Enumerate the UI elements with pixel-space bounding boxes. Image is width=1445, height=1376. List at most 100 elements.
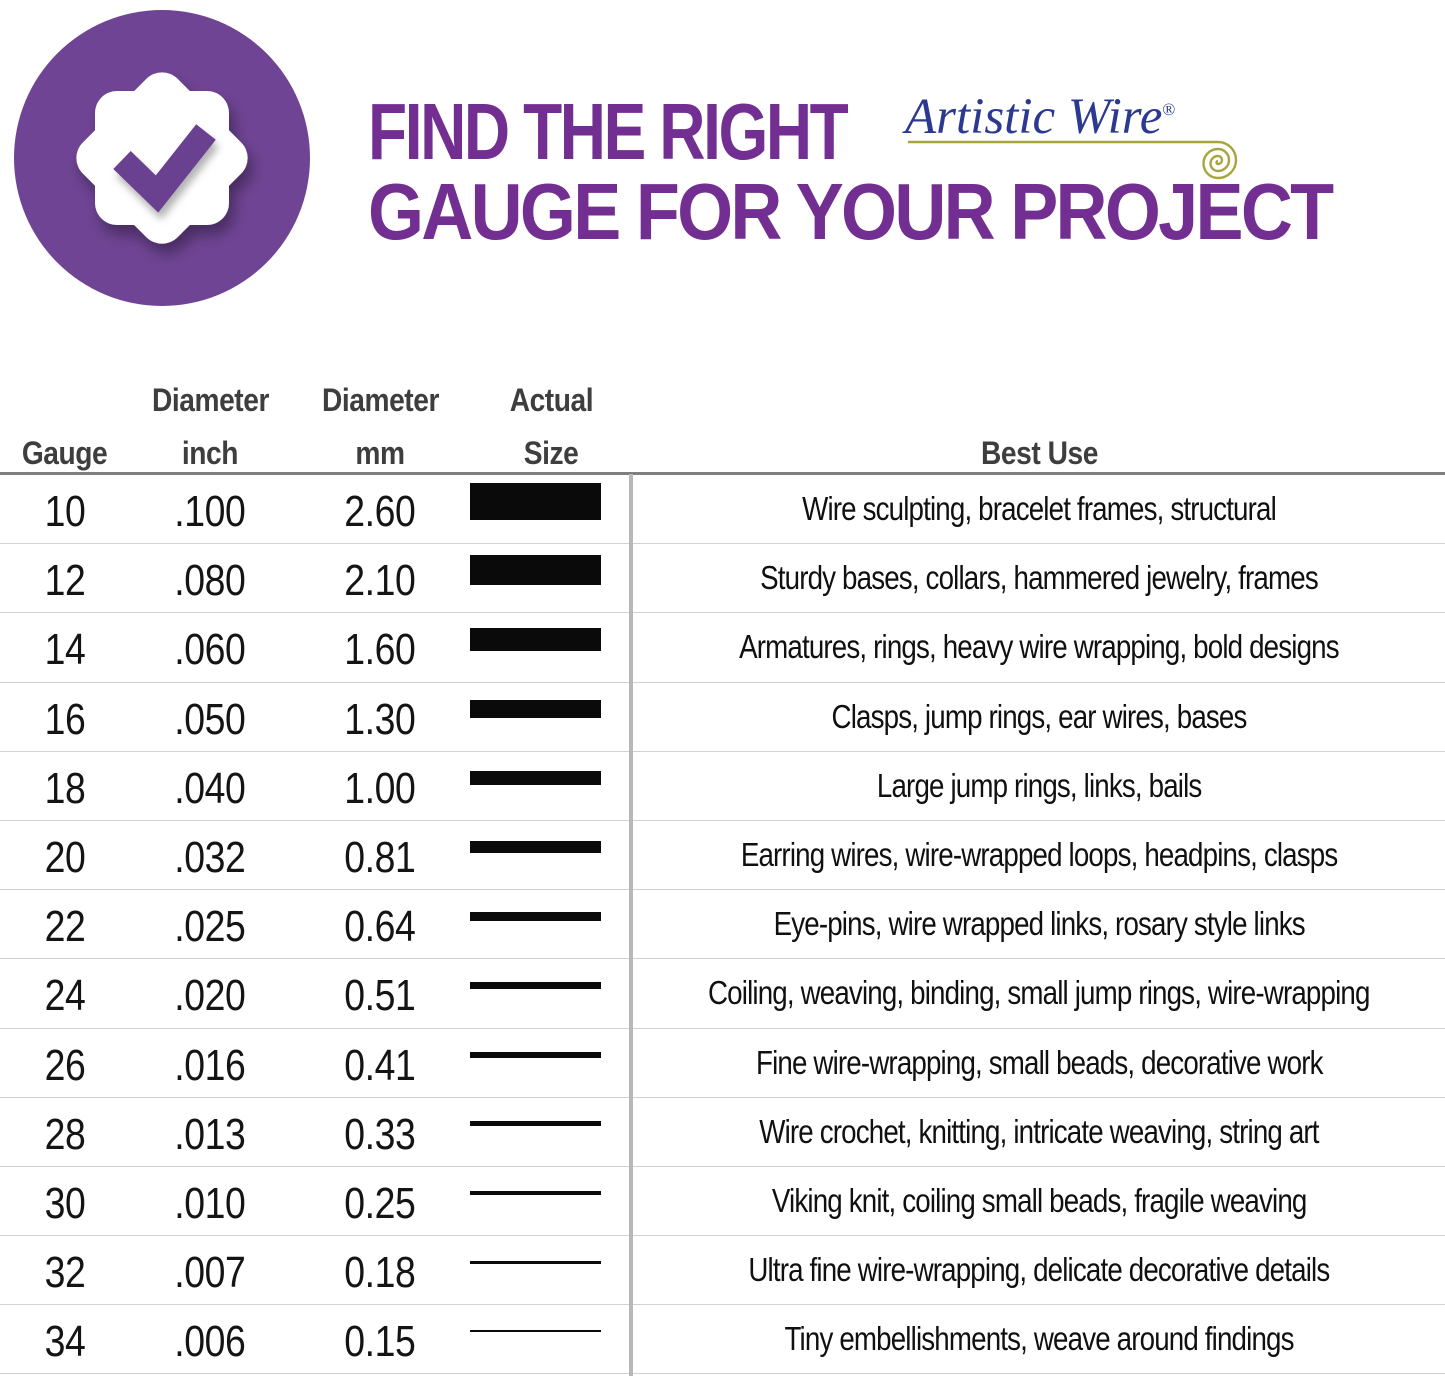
- diameter-mm-cell: 0.25: [290, 1167, 470, 1235]
- diameter-inch-cell: .025: [130, 890, 290, 958]
- best-use-cell: Ultra fine wire-wrapping, delicate decor…: [633, 1236, 1445, 1304]
- best-use-cell: Coiling, weaving, binding, small jump ri…: [633, 959, 1445, 1027]
- best-use-text: Fine wire-wrapping, small beads, decorat…: [755, 1043, 1324, 1081]
- actual-size-cell: [470, 821, 633, 889]
- gauge-value: 32: [44, 1248, 86, 1298]
- gauge-cell: 18: [0, 752, 130, 820]
- gauge-table: Diameter Diameter Actual Gauge inch mm S…: [0, 355, 1445, 1376]
- diameter-inch-cell: .013: [130, 1098, 290, 1166]
- diameter-inch-cell: .006: [130, 1305, 290, 1373]
- wire-thickness-bar: [470, 627, 601, 651]
- diameter-inch-cell: .080: [130, 544, 290, 612]
- actual-size-cell: [470, 1167, 633, 1235]
- gauge-value: 20: [44, 833, 86, 883]
- diameter-mm-cell: 1.30: [290, 683, 470, 751]
- diameter-inch-value: .100: [174, 487, 246, 537]
- actual-size-cell: [470, 613, 633, 681]
- gauge-value: 34: [44, 1317, 86, 1367]
- gauge-cell: 16: [0, 683, 130, 751]
- check-seal-icon: [14, 10, 310, 306]
- diameter-mm-value: 0.18: [344, 1248, 416, 1298]
- table-row: 34 .006 0.15 Tiny embellishments, weave …: [0, 1305, 1445, 1375]
- table-header: Diameter Diameter Actual Gauge inch mm S…: [0, 355, 1445, 475]
- best-use-cell: Eye-pins, wire wrapped links, rosary sty…: [633, 890, 1445, 958]
- gauge-cell: 24: [0, 959, 130, 1027]
- diameter-mm-cell: 0.18: [290, 1236, 470, 1304]
- wire-thickness-bar: [470, 841, 601, 854]
- best-use-cell: Fine wire-wrapping, small beads, decorat…: [633, 1029, 1445, 1097]
- diameter-inch-value: .060: [174, 625, 246, 675]
- diameter-mm-value: 2.60: [344, 487, 416, 537]
- actual-size-cell: [470, 890, 633, 958]
- check-icon: [113, 124, 216, 213]
- diameter-inch-cell: .060: [130, 613, 290, 681]
- best-use-text: Large jump rings, links, bails: [876, 766, 1202, 804]
- best-use-text: Wire crochet, knitting, intricate weavin…: [759, 1112, 1319, 1150]
- gauge-cell: 26: [0, 1029, 130, 1097]
- seal-shape: [76, 72, 248, 244]
- header-diameter-mm: Diameter: [321, 382, 439, 418]
- wire-thickness-bar: [470, 1051, 601, 1058]
- diameter-mm-cell: 1.00: [290, 752, 470, 820]
- actual-size-cell: [470, 1305, 633, 1373]
- diameter-inch-cell: .007: [130, 1236, 290, 1304]
- gauge-cell: 30: [0, 1167, 130, 1235]
- wire-thickness-bar: [470, 1190, 601, 1195]
- wire-spiral-icon: [908, 140, 1238, 180]
- header-mm: mm: [355, 435, 405, 471]
- table-row: 30 .010 0.25 Viking knit, coiling small …: [0, 1167, 1445, 1237]
- header-gauge: Gauge: [22, 435, 108, 471]
- table-row: 20 .032 0.81 Earring wires, wire-wrapped…: [0, 821, 1445, 891]
- diameter-mm-cell: 2.10: [290, 544, 470, 612]
- diameter-inch-value: .006: [174, 1317, 246, 1367]
- best-use-text: Sturdy bases, collars, hammered jewelry,…: [760, 559, 1319, 597]
- diameter-inch-cell: .040: [130, 752, 290, 820]
- actual-size-cell: [470, 752, 633, 820]
- column-divider-line: [629, 474, 633, 1376]
- gauge-cell: 28: [0, 1098, 130, 1166]
- best-use-text: Earring wires, wire-wrapped loops, headp…: [740, 836, 1338, 874]
- gauge-value: 10: [44, 487, 86, 537]
- table-row: 16 .050 1.30 Clasps, jump rings, ear wir…: [0, 683, 1445, 752]
- diameter-mm-cell: 0.81: [290, 821, 470, 889]
- page-title-line1: FIND THE RIGHT: [368, 87, 849, 176]
- gauge-cell: 12: [0, 544, 130, 612]
- wire-thickness-bar: [470, 981, 601, 989]
- best-use-cell: Tiny embellishments, weave around findin…: [633, 1305, 1445, 1373]
- diameter-mm-cell: 0.15: [290, 1305, 470, 1373]
- registered-mark: ®: [1162, 100, 1176, 119]
- gauge-value: 18: [44, 763, 86, 813]
- gauge-cell: 32: [0, 1236, 130, 1304]
- table-row: 22 .025 0.64 Eye-pins, wire wrapped link…: [0, 890, 1445, 960]
- wire-thickness-bar: [470, 555, 601, 586]
- best-use-text: Eye-pins, wire wrapped links, rosary sty…: [773, 905, 1305, 943]
- diameter-mm-value: 0.64: [344, 902, 416, 952]
- best-use-text: Armatures, rings, heavy wire wrapping, b…: [739, 628, 1339, 666]
- diameter-mm-value: 0.15: [344, 1317, 416, 1367]
- diameter-mm-value: 0.41: [344, 1040, 416, 1090]
- diameter-mm-cell: 2.60: [290, 475, 470, 543]
- wire-thickness-bar: [470, 1121, 601, 1127]
- diameter-inch-cell: .010: [130, 1167, 290, 1235]
- table-body: 10 .100 2.60 Wire sculpting, bracelet fr…: [0, 475, 1445, 1375]
- gauge-cell: 20: [0, 821, 130, 889]
- diameter-inch-value: .025: [174, 902, 246, 952]
- diameter-mm-value: 0.25: [344, 1178, 416, 1228]
- actual-size-cell: [470, 683, 633, 751]
- wire-thickness-bar: [470, 770, 601, 785]
- table-row: 26 .016 0.41 Fine wire-wrapping, small b…: [0, 1029, 1445, 1098]
- diameter-mm-cell: 0.41: [290, 1029, 470, 1097]
- gauge-value: 26: [44, 1040, 86, 1090]
- diameter-inch-value: .040: [174, 763, 246, 813]
- diameter-mm-value: 0.81: [344, 833, 416, 883]
- gauge-value: 22: [44, 902, 86, 952]
- header-inch: inch: [181, 435, 239, 471]
- gauge-value: 30: [44, 1178, 86, 1228]
- gauge-value: 24: [44, 971, 86, 1021]
- best-use-cell: Clasps, jump rings, ear wires, bases: [633, 683, 1445, 751]
- actual-size-cell: [470, 1236, 633, 1304]
- gauge-value: 28: [44, 1109, 86, 1159]
- best-use-cell: Sturdy bases, collars, hammered jewelry,…: [633, 544, 1445, 612]
- gauge-cell: 34: [0, 1305, 130, 1373]
